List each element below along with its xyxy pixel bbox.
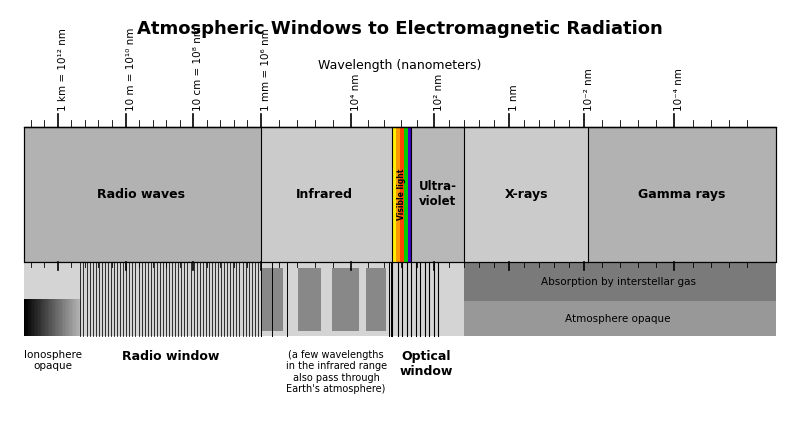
Bar (24, 127, 776, 262)
Bar (69, 299, 71, 336)
Text: 1 mm = 10⁶ nm: 1 mm = 10⁶ nm (261, 29, 271, 111)
Bar (31, 299, 34, 336)
Text: Visible light: Visible light (398, 169, 406, 220)
Bar (57, 299, 58, 336)
Bar (65, 299, 67, 336)
Text: 10⁻² nm: 10⁻² nm (584, 69, 594, 111)
Text: 10 m = 10¹⁰ nm: 10 m = 10¹⁰ nm (126, 28, 135, 111)
Bar (76, 299, 78, 336)
Bar (66, 299, 69, 336)
Bar (27, 299, 29, 336)
Text: (a few wavelengths
in the infrared range
also pass through
Earth's atmosphere): (a few wavelengths in the infrared range… (286, 350, 386, 395)
Bar (332, 268, 358, 330)
Bar (400, 127, 404, 262)
Bar (464, 262, 776, 301)
Text: Wavelength (nanometers): Wavelength (nanometers) (318, 59, 482, 72)
Text: 1 km = 10¹² nm: 1 km = 10¹² nm (58, 28, 68, 111)
Bar (74, 299, 77, 336)
Bar (50, 299, 51, 336)
Text: Radio waves: Radio waves (97, 188, 185, 201)
Text: 10⁴ nm: 10⁴ nm (351, 74, 361, 111)
Bar (62, 299, 64, 336)
Bar (42, 299, 45, 336)
Bar (298, 268, 321, 330)
Text: 10² nm: 10² nm (434, 74, 444, 111)
Bar (50, 299, 53, 336)
Bar (70, 299, 73, 336)
Bar (78, 299, 80, 336)
Bar (407, 127, 411, 262)
Text: Optical
window: Optical window (400, 350, 453, 378)
Bar (261, 268, 283, 330)
Bar (39, 299, 42, 336)
Text: Infrared: Infrared (296, 188, 354, 201)
Bar (38, 299, 40, 336)
Bar (411, 127, 464, 262)
Bar (48, 299, 50, 336)
Bar (46, 299, 49, 336)
Bar (33, 299, 34, 336)
Bar (404, 127, 407, 262)
Bar (72, 299, 74, 336)
Bar (45, 299, 47, 336)
Bar (393, 127, 396, 262)
Text: Ultra-
violet: Ultra- violet (418, 180, 457, 208)
Text: Ionosphere
opaque: Ionosphere opaque (23, 350, 82, 371)
Bar (366, 268, 386, 330)
Bar (54, 299, 56, 336)
Bar (464, 127, 588, 262)
Text: 1 nm: 1 nm (509, 85, 519, 111)
Text: 10⁻⁴ nm: 10⁻⁴ nm (674, 69, 685, 111)
Text: Atmospheric Windows to Electromagnetic Radiation: Atmospheric Windows to Electromagnetic R… (137, 20, 663, 38)
Bar (59, 299, 62, 336)
Bar (24, 127, 776, 262)
Text: 10 cm = 10⁸ nm: 10 cm = 10⁸ nm (194, 27, 203, 111)
Text: Radio window: Radio window (122, 350, 219, 363)
Bar (58, 299, 60, 336)
Text: Gamma rays: Gamma rays (638, 188, 726, 201)
Bar (61, 299, 63, 336)
Bar (24, 299, 26, 336)
Text: Atmosphere opaque: Atmosphere opaque (566, 314, 671, 324)
Text: Absorption by interstellar gas: Absorption by interstellar gas (541, 277, 695, 287)
Bar (464, 301, 776, 336)
Bar (261, 127, 393, 262)
Bar (34, 299, 36, 336)
Bar (74, 299, 75, 336)
Text: X-rays: X-rays (505, 188, 548, 201)
Bar (44, 299, 46, 336)
Bar (63, 299, 66, 336)
Bar (396, 127, 400, 262)
Bar (30, 299, 32, 336)
Bar (37, 299, 39, 336)
Bar (41, 299, 43, 336)
Bar (28, 299, 30, 336)
Bar (68, 299, 70, 336)
Bar (24, 262, 776, 336)
Bar (52, 299, 54, 336)
Bar (26, 299, 28, 336)
Bar (35, 299, 38, 336)
Bar (55, 299, 58, 336)
Bar (79, 299, 82, 336)
